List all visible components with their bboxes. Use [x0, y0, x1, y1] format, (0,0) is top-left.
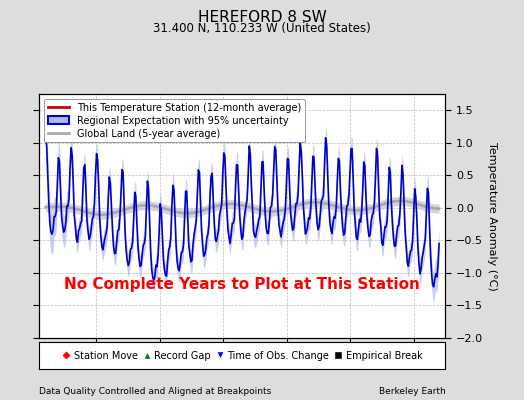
Text: 31.400 N, 110.233 W (United States): 31.400 N, 110.233 W (United States) — [153, 22, 371, 35]
Text: HEREFORD 8 SW: HEREFORD 8 SW — [198, 10, 326, 25]
Text: No Complete Years to Plot at This Station: No Complete Years to Plot at This Statio… — [64, 277, 420, 292]
Text: Data Quality Controlled and Aligned at Breakpoints: Data Quality Controlled and Aligned at B… — [39, 387, 271, 396]
Y-axis label: Temperature Anomaly (°C): Temperature Anomaly (°C) — [487, 142, 497, 290]
Legend: This Temperature Station (12-month average), Regional Expectation with 95% uncer: This Temperature Station (12-month avera… — [44, 99, 305, 142]
Text: Berkeley Earth: Berkeley Earth — [379, 387, 445, 396]
Legend: Station Move, Record Gap, Time of Obs. Change, Empirical Break: Station Move, Record Gap, Time of Obs. C… — [58, 347, 427, 364]
